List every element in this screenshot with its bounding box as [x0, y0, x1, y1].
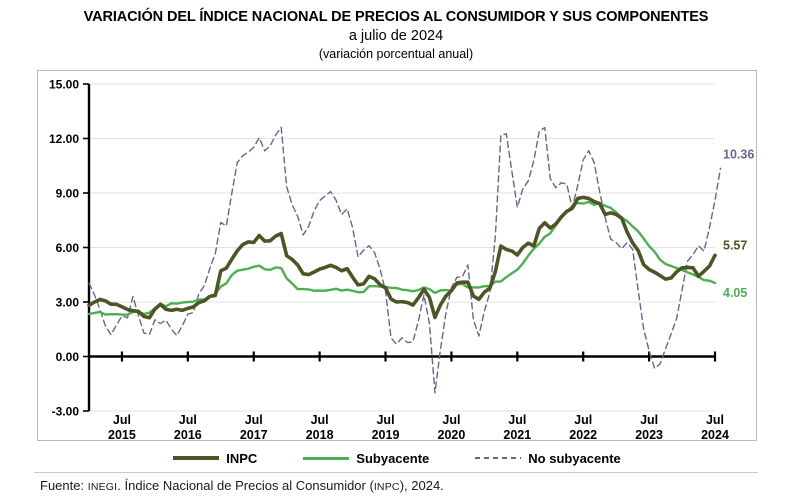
end-value-label-subyacente: 4.05: [723, 286, 747, 300]
y-axis-tick-label: 15.00: [49, 78, 79, 92]
legend-item-subyacente[interactable]: Subyacente: [303, 451, 429, 466]
x-axis-tick-label-month: Jul: [508, 413, 526, 427]
source-middle: . Índice Nacional de Precios al Consumid…: [117, 478, 374, 493]
legend-item-inpc[interactable]: INPC: [173, 451, 257, 466]
source-abbr: INPC: [373, 481, 400, 493]
legend-line-icon-subyacente: [303, 456, 350, 460]
y-axis-tick-label: -3.00: [52, 405, 80, 419]
chart-frame: -3.00 0.00 3.00 6.00 9.00 12.00 15.00 Jul 2015 Ju…: [37, 70, 757, 443]
x-axis-tick-label-year: 2019: [372, 428, 400, 442]
chart-legend: INPC Subyacente No subyacente: [37, 446, 757, 470]
x-axis-tick-label-month: Jul: [442, 413, 460, 427]
legend-line-icon-inpc: [173, 456, 220, 460]
chart-title-block: VARIACIÓN DEL ÍNDICE NACIONAL DE PRECIOS…: [0, 8, 792, 63]
x-axis-tick-label-month: Jul: [245, 413, 263, 427]
x-axis-tick-label-year: 2020: [438, 428, 466, 442]
x-axis-tick-label-month: Jul: [640, 413, 658, 427]
x-axis-tick-label-month: Jul: [574, 413, 592, 427]
x-axis-tick-label-year: 2015: [108, 428, 136, 442]
series-line-no-subyacente: [88, 126, 722, 394]
x-axis-tick-label-year: 2023: [635, 428, 663, 442]
footer-divider: [34, 472, 758, 473]
y-axis-tick-label: 9.00: [56, 187, 80, 201]
source-note: Fuente: INEGI. Índice Nacional de Precio…: [40, 478, 444, 493]
legend-label-subyacente: Subyacente: [356, 450, 430, 466]
x-axis-tick-label-year: 2016: [174, 428, 202, 442]
source-org: INEGI: [87, 481, 118, 493]
legend-label-no-subyacente: No subyacente: [528, 450, 621, 466]
y-axis-tick-label: 12.00: [49, 132, 79, 146]
x-axis-tick-label-year: 2021: [503, 428, 531, 442]
source-suffix: ), 2024.: [399, 478, 444, 493]
chart-unit-note: (variación porcentual anual): [318, 47, 474, 61]
x-axis-tick-label-year: 2022: [569, 428, 597, 442]
chart-plot: -3.000.003.006.009.0012.0015.00Jul2015Ju…: [49, 78, 754, 443]
series-line-subyacente: [87, 200, 717, 316]
x-axis-tick-label-year: 2018: [306, 428, 334, 442]
x-axis-tick-label-year: 2024: [701, 428, 729, 442]
legend-item-no-subyacente[interactable]: No subyacente: [475, 450, 621, 466]
legend-dashed-line-icon-no-subyacente: [475, 457, 522, 459]
series-line-inpc: [87, 195, 717, 320]
y-axis-tick-label: 3.00: [56, 296, 80, 310]
y-axis-tick-label: 0.00: [56, 350, 80, 364]
x-axis-tick-label-month: Jul: [179, 413, 197, 427]
x-axis-tick-label-month: Jul: [113, 413, 131, 427]
source-prefix: Fuente:: [40, 478, 88, 493]
x-axis-tick-label-year: 2017: [240, 428, 268, 442]
end-value-label-no-subyacente: 10.36: [723, 147, 754, 161]
legend-label-inpc: INPC: [226, 450, 258, 466]
x-axis-tick-label-month: Jul: [311, 413, 329, 427]
chart-subtitle: a julio de 2024: [348, 28, 444, 44]
x-axis-tick-label-month: Jul: [706, 413, 724, 427]
y-axis-tick-label: 6.00: [56, 241, 80, 255]
page-title: VARIACIÓN DEL ÍNDICE NACIONAL DE PRECIOS…: [83, 9, 709, 25]
end-value-label-inpc: 5.57: [723, 238, 747, 252]
x-axis-tick-label-month: Jul: [376, 413, 394, 427]
